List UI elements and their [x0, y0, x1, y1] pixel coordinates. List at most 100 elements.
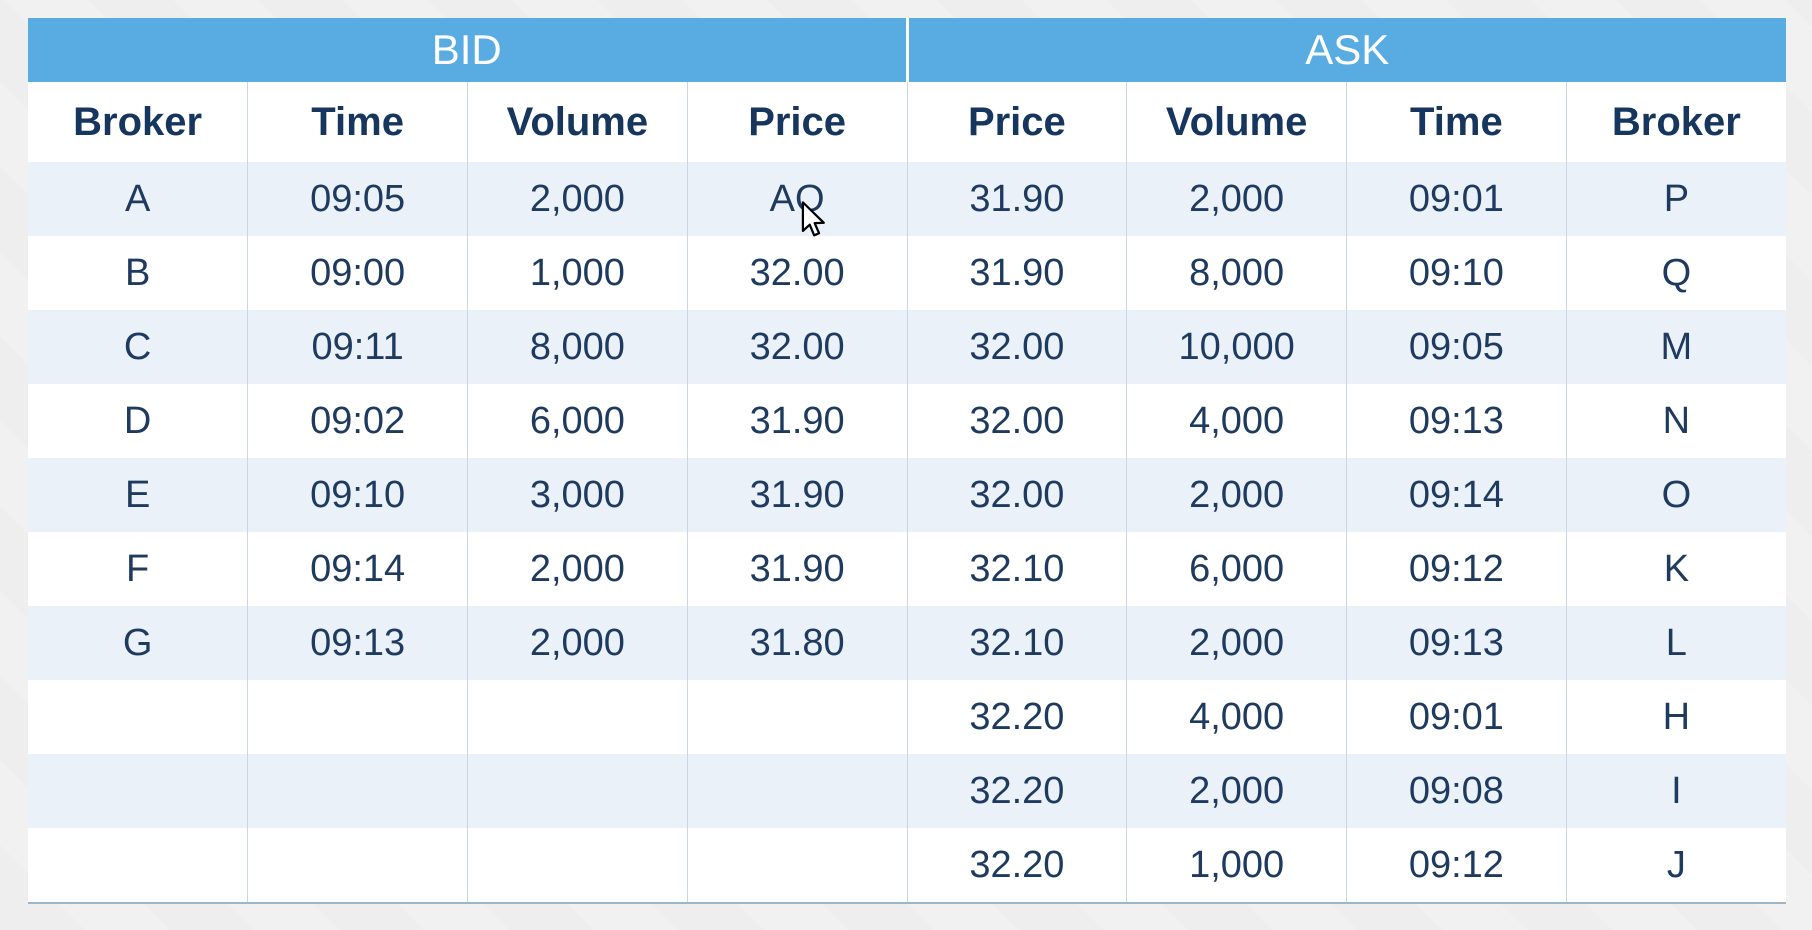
bid-time-cell [247, 828, 468, 904]
ask-time-cell: 09:13 [1346, 384, 1567, 458]
table-row: F 09:14 2,000 31.90 32.10 6,000 09:12 K [28, 532, 1786, 606]
ask-price-cell: 31.90 [907, 162, 1128, 236]
ask-broker-cell: I [1671, 769, 1682, 812]
column-header-bid-time: Time [247, 82, 468, 162]
bid-time-cell: 09:00 [247, 236, 468, 310]
ask-broker-cell: P [1663, 177, 1690, 220]
ask-volume-cell: 2,000 [1126, 162, 1347, 236]
bid-broker-cell: A [28, 162, 249, 236]
column-header-ask-time: Time [1346, 82, 1567, 162]
bid-broker-cell [28, 680, 249, 754]
bid-price-cell: 32.00 [687, 310, 908, 384]
ask-volume-cell: 4,000 [1126, 384, 1347, 458]
ask-price-cell: 31.90 [907, 236, 1128, 310]
bid-time-cell: 09:13 [247, 606, 468, 680]
ask-time-cell: 09:14 [1346, 458, 1567, 532]
bid-group-header: BID [28, 18, 909, 82]
bid-price-cell: 31.90 [687, 458, 908, 532]
ask-price-cell: 32.20 [907, 828, 1128, 904]
ask-broker-cell: K [1663, 547, 1690, 590]
bid-broker-cell [28, 828, 249, 904]
bid-volume-cell [467, 680, 688, 754]
bid-volume-cell: 2,000 [467, 162, 688, 236]
ask-price-cell: 32.00 [907, 458, 1128, 532]
table-row: G 09:13 2,000 31.80 32.10 2,000 09:13 L [28, 606, 1786, 680]
bid-broker-cell: E [28, 458, 249, 532]
ask-time-cell: 09:13 [1346, 606, 1567, 680]
ask-price-cell: 32.20 [907, 680, 1128, 754]
column-header-bid-broker: Broker [28, 82, 249, 162]
bid-price-cell: 32.00 [687, 236, 908, 310]
ask-price-cell: 32.00 [907, 310, 1128, 384]
bid-volume-cell: 1,000 [467, 236, 688, 310]
bid-price-cell: 31.90 [687, 384, 908, 458]
column-header-ask-volume: Volume [1126, 82, 1347, 162]
column-header-ask-broker: Broker [1566, 82, 1786, 162]
bid-broker-cell: D [28, 384, 249, 458]
ask-price-cell: 32.10 [907, 606, 1128, 680]
bid-volume-cell: 6,000 [467, 384, 688, 458]
ask-time-cell: 09:01 [1346, 680, 1567, 754]
bid-time-cell: 09:14 [247, 532, 468, 606]
ask-group-header: ASK [907, 18, 1786, 82]
bid-price-cell [687, 754, 908, 828]
table-row: E 09:10 3,000 31.90 32.00 2,000 09:14 O [28, 458, 1786, 532]
ask-volume-cell: 2,000 [1126, 754, 1347, 828]
ask-time-cell: 09:05 [1346, 310, 1567, 384]
table-row: 32.20 2,000 09:08 I [28, 754, 1786, 828]
table-row: D 09:02 6,000 31.90 32.00 4,000 09:13 N [28, 384, 1786, 458]
ask-volume-cell: 1,000 [1126, 828, 1347, 904]
ask-volume-cell: 6,000 [1126, 532, 1347, 606]
bid-volume-cell: 8,000 [467, 310, 688, 384]
table-row: 32.20 4,000 09:01 H [28, 680, 1786, 754]
bid-time-cell [247, 754, 468, 828]
ask-time-cell: 09:10 [1346, 236, 1567, 310]
table-row: A 09:05 2,000 AO 31.90 2,000 09:01 P [28, 162, 1786, 236]
bid-price-cell: AO [687, 162, 908, 236]
bid-volume-cell: 3,000 [467, 458, 688, 532]
bid-time-cell: 09:11 [247, 310, 468, 384]
ask-volume-cell: 10,000 [1126, 310, 1347, 384]
ask-time-cell: 09:12 [1346, 532, 1567, 606]
bid-volume-cell: 2,000 [467, 606, 688, 680]
bid-volume-cell [467, 828, 688, 904]
bid-broker-cell: F [28, 532, 249, 606]
ask-time-cell: 09:01 [1346, 162, 1567, 236]
ask-broker-cell: Q [1661, 251, 1692, 294]
bid-price-cell [687, 680, 908, 754]
bid-volume-cell: 2,000 [467, 532, 688, 606]
ask-volume-cell: 2,000 [1126, 606, 1347, 680]
group-header-row: BID ASK [28, 18, 1786, 82]
ask-time-cell: 09:12 [1346, 828, 1567, 904]
ask-broker-cell: N [1662, 399, 1691, 442]
ask-price-cell: 32.10 [907, 532, 1128, 606]
ask-volume-cell: 8,000 [1126, 236, 1347, 310]
bid-price-cell [687, 828, 908, 904]
bid-broker-cell: B [28, 236, 249, 310]
ask-time-cell: 09:08 [1346, 754, 1567, 828]
ask-broker-cell: O [1661, 473, 1692, 516]
bid-price-cell: 31.90 [687, 532, 908, 606]
bid-time-cell [247, 680, 468, 754]
table-row: B 09:00 1,000 32.00 31.90 8,000 09:10 Q [28, 236, 1786, 310]
column-header-bid-volume: Volume [467, 82, 688, 162]
ask-price-cell: 32.00 [907, 384, 1128, 458]
bid-price-cell: 31.80 [687, 606, 908, 680]
ask-price-cell: 32.20 [907, 754, 1128, 828]
bid-time-cell: 09:10 [247, 458, 468, 532]
ask-volume-cell: 2,000 [1126, 458, 1347, 532]
column-header-ask-price: Price [907, 82, 1128, 162]
ask-broker-cell: M [1660, 325, 1693, 368]
bid-broker-cell [28, 754, 249, 828]
ask-volume-cell: 4,000 [1126, 680, 1347, 754]
column-header-row: Broker Time Volume Price Price Volume Ti… [28, 82, 1786, 162]
table-row: 32.20 1,000 09:12 J [28, 828, 1786, 904]
table-row: C 09:11 8,000 32.00 32.00 10,000 09:05 M [28, 310, 1786, 384]
column-header-bid-price: Price [687, 82, 908, 162]
bid-time-cell: 09:02 [247, 384, 468, 458]
bid-broker-cell: G [28, 606, 249, 680]
bid-time-cell: 09:05 [247, 162, 468, 236]
bid-broker-cell: C [28, 310, 249, 384]
ask-broker-cell: H [1662, 695, 1691, 738]
ask-broker-cell: L [1665, 621, 1687, 664]
